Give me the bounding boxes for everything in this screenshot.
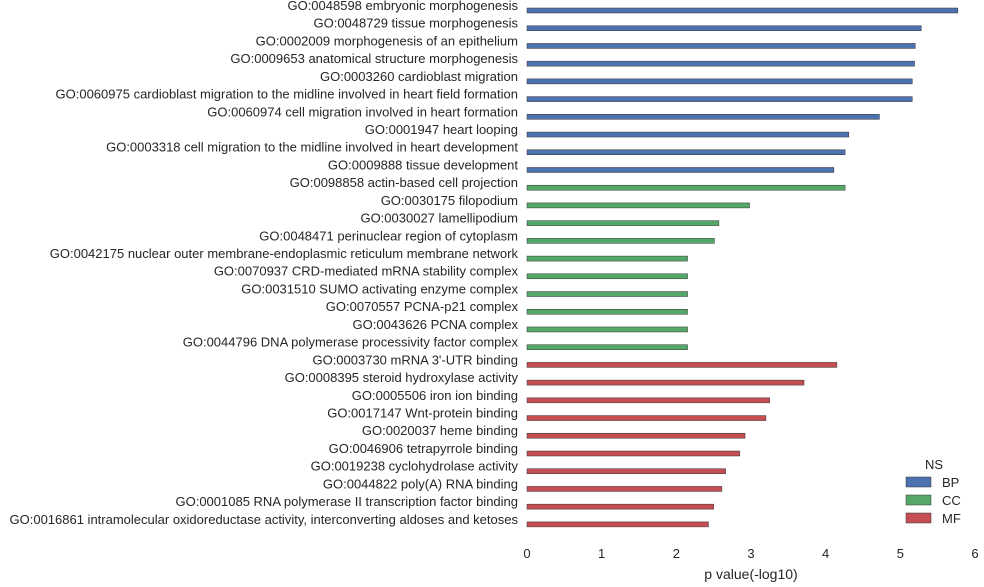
category-label: GO:0043626 PCNA complex bbox=[353, 317, 519, 332]
bar-mf bbox=[526, 379, 805, 386]
bar-mf bbox=[526, 468, 726, 474]
category-labels: GO:0048598 embryonic morphogenesis GO:004… bbox=[10, 0, 519, 527]
bar-cc bbox=[526, 344, 688, 350]
bar-bp bbox=[526, 43, 916, 49]
bar-bp bbox=[526, 96, 913, 102]
bar-bp bbox=[526, 78, 913, 85]
bar-bp bbox=[526, 131, 850, 138]
legend-swatch-bp bbox=[905, 476, 932, 488]
category-label: GO:0070557 PCNA-p21 complex bbox=[326, 299, 519, 314]
category-label: GO:0030175 filopodium bbox=[381, 193, 518, 208]
legend-swatch-mf bbox=[905, 512, 932, 524]
legend-swatch-cc bbox=[905, 494, 932, 506]
category-label: GO:0060974 cell migration involved in he… bbox=[207, 104, 518, 119]
bar-bp bbox=[526, 25, 922, 31]
x-axis-title: p value(-log10) bbox=[704, 566, 797, 582]
category-label: GO:0044796 DNA polymerase processivity f… bbox=[183, 335, 519, 350]
bar-mf bbox=[526, 397, 770, 404]
x-tick-label: 4 bbox=[822, 546, 829, 561]
legend: NS BP CC MF bbox=[905, 457, 961, 526]
category-label: GO:0020037 heme binding bbox=[362, 423, 518, 438]
x-tick-label: 0 bbox=[523, 546, 530, 561]
category-label: GO:0048729 tissue morphogenesis bbox=[313, 16, 518, 31]
bar-bp bbox=[526, 149, 846, 156]
bar-mf bbox=[526, 362, 838, 368]
x-tick-label: 3 bbox=[747, 546, 754, 561]
category-label: GO:0044822 poly(A) RNA binding bbox=[323, 476, 518, 491]
category-label: GO:0003260 cardioblast migration bbox=[320, 69, 518, 84]
bar-cc bbox=[526, 184, 846, 191]
bar-bp bbox=[526, 114, 880, 120]
category-label: GO:0003318 cell migration to the midline… bbox=[106, 140, 518, 155]
category-label: GO:0046906 tetrapyrrole binding bbox=[329, 441, 518, 456]
bars-layer bbox=[526, 7, 959, 528]
category-label: GO:0005506 iron ion binding bbox=[352, 388, 518, 403]
category-label: GO:0070937 CRD-mediated mRNA stability c… bbox=[214, 264, 519, 279]
bar-mf bbox=[526, 433, 746, 439]
bar-mf bbox=[526, 486, 723, 492]
category-label: GO:0002009 morphogenesis of an epitheliu… bbox=[256, 33, 518, 48]
x-tick-label: 2 bbox=[673, 546, 680, 561]
bar-cc bbox=[526, 326, 688, 333]
category-label: GO:0060975 cardioblast migration to the … bbox=[56, 87, 518, 102]
bar-cc bbox=[526, 255, 688, 262]
legend-label-mf: MF bbox=[942, 511, 961, 526]
category-label: GO:0019238 cyclohydrolase activity bbox=[311, 459, 519, 474]
legend-title: NS bbox=[925, 457, 943, 472]
bar-mf bbox=[526, 415, 767, 421]
category-label: GO:0009653 anatomical structure morphoge… bbox=[230, 51, 518, 66]
x-tick-label: 6 bbox=[971, 546, 978, 561]
category-label: GO:0017147 Wnt-protein binding bbox=[327, 405, 518, 420]
category-label: GO:0030027 lamellipodium bbox=[360, 211, 518, 226]
category-label: GO:0098858 actin-based cell projection bbox=[290, 175, 518, 190]
category-label: GO:0031510 SUMO activating enzyme comple… bbox=[241, 281, 518, 296]
category-label: GO:0001085 RNA polymerase II transcripti… bbox=[175, 494, 518, 509]
bar-mf bbox=[526, 503, 714, 510]
bar-cc bbox=[526, 291, 688, 297]
category-label: GO:0048471 perinuclear region of cytopla… bbox=[259, 228, 518, 243]
bar-cc bbox=[526, 220, 720, 226]
bar-cc bbox=[526, 202, 750, 209]
legend-label-cc: CC bbox=[942, 493, 961, 508]
category-label: GO:0042175 nuclear outer membrane-endopl… bbox=[50, 246, 519, 261]
x-axis-ticks: 0 1 2 3 4 5 6 bbox=[523, 546, 978, 561]
bar-mf bbox=[526, 450, 741, 457]
category-label: GO:0048598 embryonic morphogenesis bbox=[287, 0, 518, 13]
bar-bp bbox=[526, 167, 835, 173]
category-label: GO:0016861 intramolecular oxidoreductase… bbox=[10, 512, 519, 527]
category-label: GO:0003730 mRNA 3'-UTR binding bbox=[312, 352, 518, 367]
bar-mf bbox=[526, 521, 709, 528]
bar-cc bbox=[526, 308, 688, 315]
legend-entries: BP CC MF bbox=[905, 475, 961, 526]
category-label: GO:0009888 tissue development bbox=[328, 157, 518, 172]
bar-cc bbox=[526, 238, 715, 244]
bar-bp bbox=[526, 60, 915, 67]
bar-bp bbox=[526, 7, 959, 14]
legend-label-bp: BP bbox=[942, 475, 959, 490]
x-tick-label: 1 bbox=[598, 546, 605, 561]
bar-cc bbox=[526, 273, 688, 280]
category-label: GO:0001947 heart looping bbox=[365, 122, 518, 137]
x-tick-label: 5 bbox=[897, 546, 904, 561]
category-label: GO:0008395 steroid hydroxylase activity bbox=[285, 370, 519, 385]
